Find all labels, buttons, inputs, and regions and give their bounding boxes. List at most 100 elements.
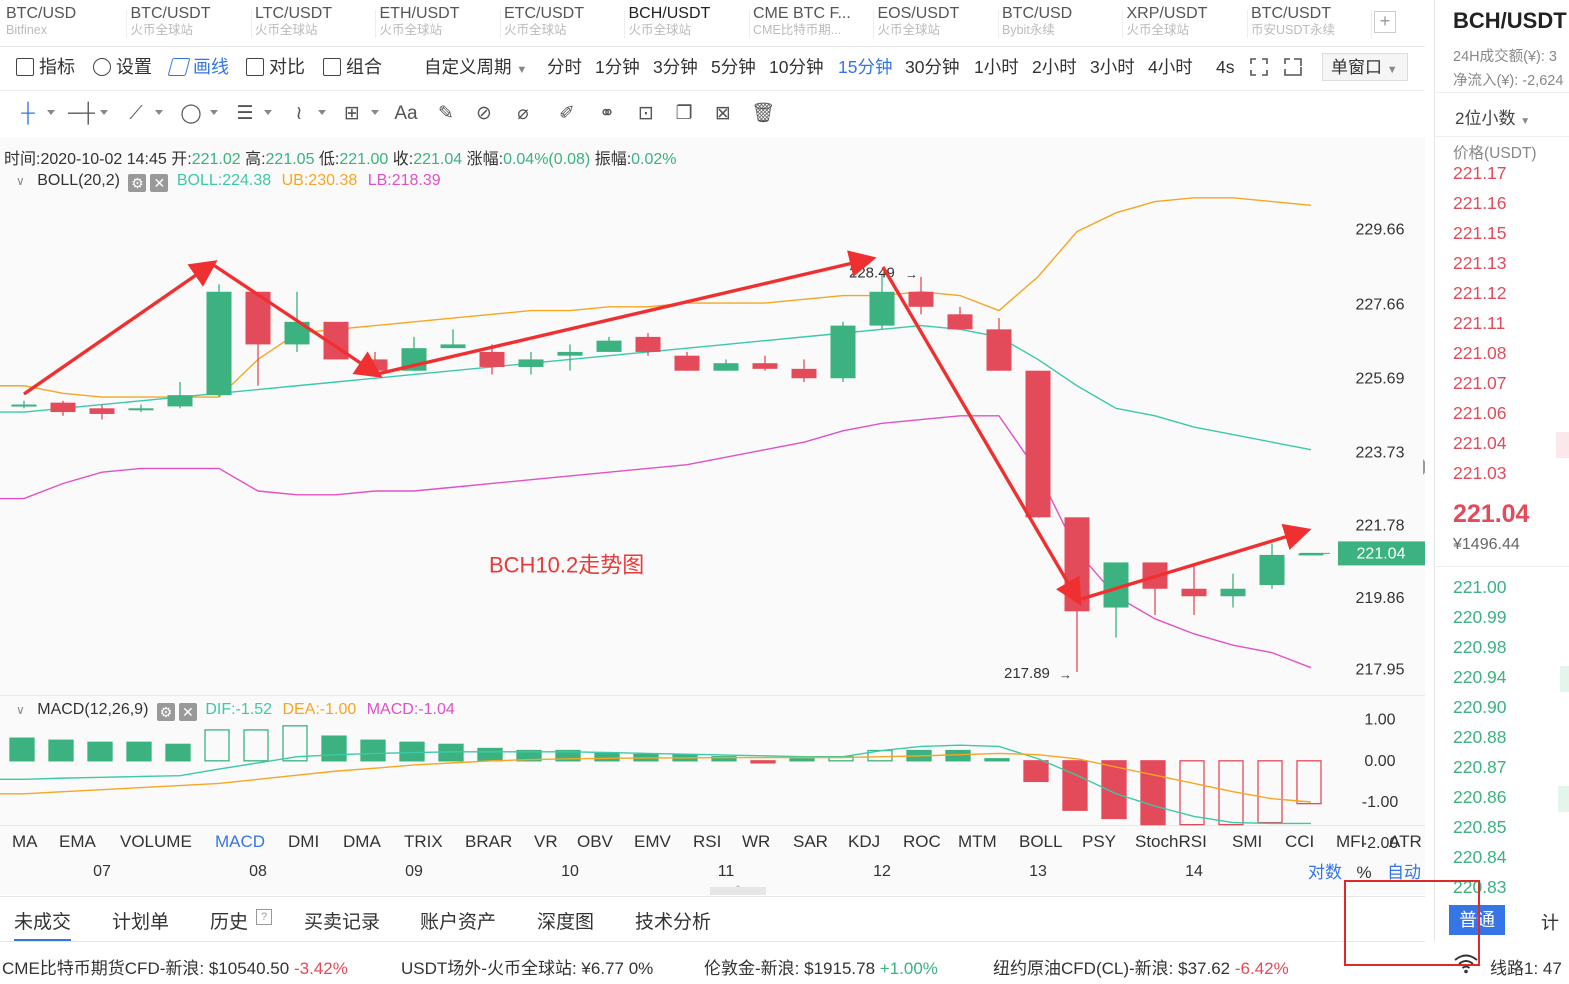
indicator-tab[interactable]: BRAR <box>465 832 512 851</box>
symbol-tab[interactable]: BTC/USD Bybit永续 <box>1002 4 1123 44</box>
order-tab[interactable]: 买卖记录 <box>304 912 381 933</box>
measure-icon[interactable]: ⊞ <box>339 101 379 127</box>
period-option[interactable]: 10分钟 <box>769 57 824 77</box>
ticker-item[interactable]: USDT场外-火币全球站: ¥6.77 0% <box>401 954 653 979</box>
symbol-tab[interactable]: BCH/USDT 火币全球站 <box>629 4 750 44</box>
indicator-tab[interactable]: SAR <box>793 832 828 851</box>
candle[interactable] <box>596 336 622 352</box>
horizontal-line-icon[interactable]: ─┼ <box>68 101 108 127</box>
indicator-tab[interactable]: RSI <box>693 832 721 851</box>
indicator-tab[interactable]: VOLUME <box>120 832 192 851</box>
hide-icon[interactable]: ⊠ <box>715 103 731 124</box>
ask-row[interactable]: 221.13 <box>1435 250 1569 278</box>
ask-row[interactable]: 221.12 <box>1435 280 1569 308</box>
bid-row[interactable]: 220.84 <box>1435 844 1569 872</box>
candle[interactable] <box>713 359 739 371</box>
close-icon[interactable]: ✕ <box>150 174 169 192</box>
symbol-tab[interactable]: CME BTC F... CME比特币期... <box>753 4 874 44</box>
lock-icon[interactable]: ⊡ <box>638 103 654 124</box>
fullscreen-icon[interactable] <box>1250 58 1268 76</box>
bid-row[interactable]: 220.90 <box>1435 694 1569 722</box>
text-tool[interactable]: Aa <box>394 103 418 124</box>
ask-row[interactable]: 221.16 <box>1435 190 1569 218</box>
bid-row[interactable]: 220.94 <box>1435 664 1569 692</box>
parallel-channel-icon[interactable]: ☰ <box>232 101 272 127</box>
candle[interactable] <box>206 284 232 398</box>
candle[interactable] <box>1025 370 1051 518</box>
combine-button[interactable]: 组合 <box>323 56 382 78</box>
period-option[interactable]: 2小时 <box>1032 57 1077 77</box>
ellipse-icon[interactable]: ◯ <box>178 101 218 127</box>
ask-row[interactable]: 221.17 <box>1435 160 1569 188</box>
bid-row[interactable]: 220.87 <box>1435 754 1569 782</box>
bid-row[interactable]: 220.86 <box>1435 784 1569 812</box>
period-option[interactable]: 4小时 <box>1148 57 1193 77</box>
crosshair-icon[interactable]: ┼ <box>15 101 55 127</box>
window-mode-select[interactable]: 单窗口 ▼ <box>1322 53 1408 81</box>
period-option[interactable]: 4s <box>1216 57 1235 77</box>
precision-select[interactable]: 2位小数 ▼ <box>1455 104 1530 129</box>
ruler-icon[interactable]: ⌀ <box>517 103 529 124</box>
mode-plan-button[interactable]: 计 <box>1541 913 1559 933</box>
scale-option-auto[interactable]: 自动 <box>1387 863 1421 882</box>
order-tab[interactable]: 技术分析 <box>635 912 712 933</box>
ask-row[interactable]: 221.07 <box>1435 370 1569 398</box>
ask-row[interactable]: 221.15 <box>1435 220 1569 248</box>
indicator-tab[interactable]: BOLL <box>1019 832 1062 851</box>
gear-icon[interactable]: ⚙ <box>156 703 175 721</box>
candle[interactable] <box>674 351 700 371</box>
settings-button[interactable]: 设置 <box>93 56 152 78</box>
magnet-icon[interactable]: ⊘ <box>476 103 492 124</box>
bid-row[interactable]: 220.85 <box>1435 814 1569 842</box>
ticker-item[interactable]: CME比特币期货CFD-新浪: $10540.50 -3.42% <box>2 954 348 979</box>
indicator-tab[interactable]: DMA <box>343 832 381 851</box>
indicator-tab[interactable]: EMA <box>59 832 97 851</box>
trend-line-icon[interactable]: ⟋ <box>123 101 163 127</box>
trend-arrow[interactable] <box>1077 523 1312 602</box>
period-option[interactable]: 分时 <box>547 57 582 77</box>
add-tab-button[interactable]: + <box>1374 11 1396 33</box>
candle[interactable] <box>1181 566 1207 616</box>
indicator-tab[interactable]: OBV <box>577 832 614 851</box>
period-option[interactable]: 5分钟 <box>711 57 756 77</box>
chart-area[interactable]: 229.66 227.66 225.69 223.73 221.78 219.86 217.… <box>0 137 1425 895</box>
order-tab[interactable]: 计划单 <box>112 912 170 933</box>
bid-row[interactable]: 220.98 <box>1435 634 1569 662</box>
period-option[interactable]: 3小时 <box>1090 57 1135 77</box>
ask-row[interactable]: 221.06 <box>1435 400 1569 428</box>
period-option[interactable]: 30分钟 <box>905 57 960 77</box>
indicator-tab[interactable]: KDJ <box>848 832 880 851</box>
trend-arrow[interactable] <box>376 250 877 376</box>
candle[interactable] <box>830 321 856 382</box>
gear-icon[interactable]: ⚙ <box>128 174 147 192</box>
indicator-tab[interactable]: WR <box>742 832 770 851</box>
candle[interactable] <box>752 355 778 371</box>
indicator-tab[interactable]: DMI <box>288 832 319 851</box>
custom-period-dropdown[interactable]: 自定义周期 ▼ <box>424 56 527 81</box>
period-option[interactable]: 1小时 <box>974 57 1019 77</box>
symbol-tab[interactable]: LTC/USDT 火币全球站 <box>255 4 376 44</box>
scale-option-log[interactable]: 对数 <box>1308 863 1342 882</box>
candle[interactable] <box>635 333 661 356</box>
bid-row[interactable]: 221.00 <box>1435 574 1569 602</box>
candle[interactable] <box>89 404 115 420</box>
order-tab[interactable]: 历史 <box>210 912 249 933</box>
period-option[interactable]: 3分钟 <box>653 57 698 77</box>
link-icon[interactable]: ⚭ <box>599 103 615 124</box>
order-tab[interactable]: 深度图 <box>537 912 595 933</box>
symbol-tab[interactable]: XRP/USDT 火币全球站 <box>1127 4 1248 44</box>
trash-icon[interactable]: 🗑 <box>750 103 776 124</box>
candle[interactable] <box>1259 543 1285 589</box>
indicator-tab[interactable]: MTM <box>958 832 997 851</box>
candle[interactable] <box>947 306 973 330</box>
trend-arrow[interactable] <box>23 260 218 396</box>
ticker-item[interactable]: 纽约原油CFD(CL)-新浪: $37.62 -6.42% <box>993 954 1289 979</box>
candle[interactable] <box>557 344 583 371</box>
candle[interactable] <box>11 400 37 409</box>
collapse-icon[interactable]: ∨ <box>16 174 25 188</box>
price-chart[interactable]: 229.66 227.66 225.69 223.73 221.78 219.86 217.… <box>0 137 1425 895</box>
draw-button[interactable]: 画线 <box>167 56 229 78</box>
indicator-tab[interactable]: EMV <box>634 832 672 851</box>
candle[interactable] <box>167 381 193 409</box>
ask-row[interactable]: 221.03 <box>1435 460 1569 488</box>
